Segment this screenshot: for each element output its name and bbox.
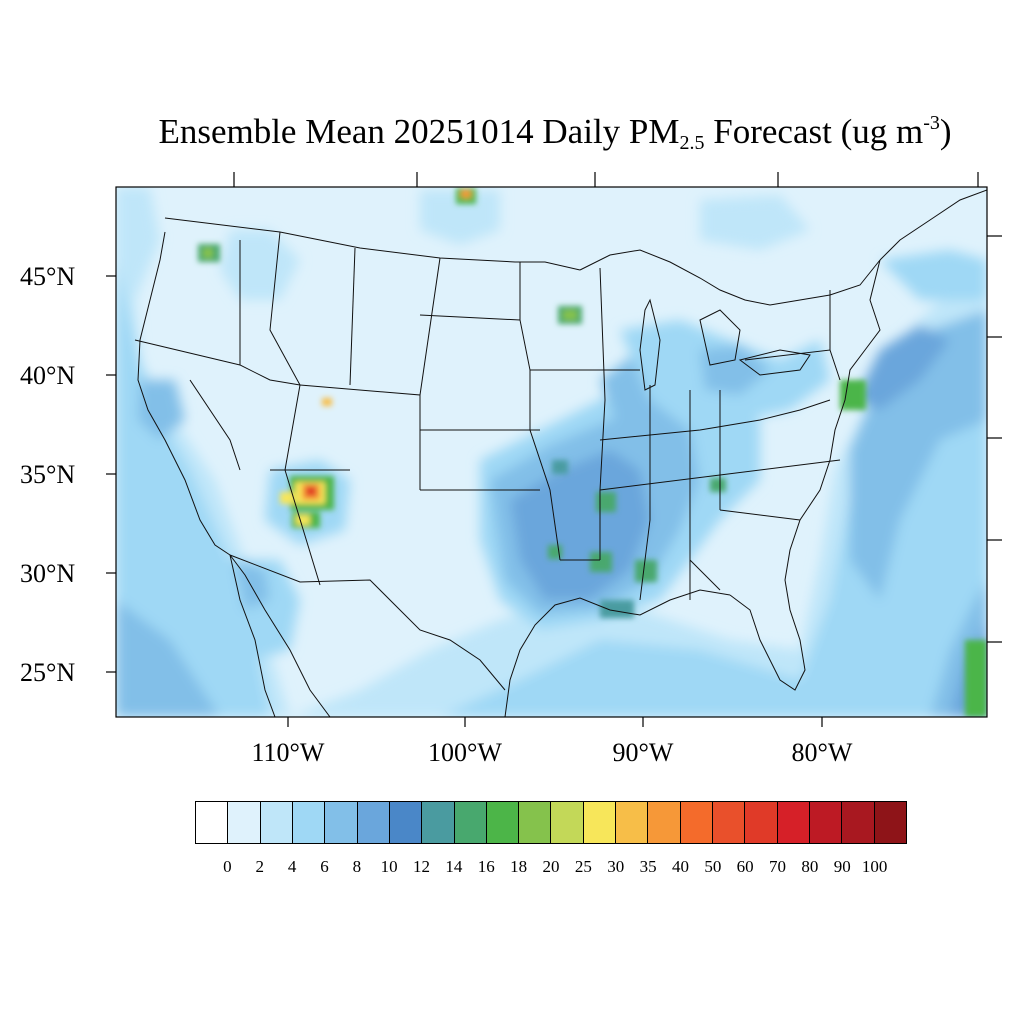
colorbar-tick-label: 4 — [287, 857, 297, 876]
colorbar-tick-label: 60 — [736, 857, 754, 876]
colorbar-tick-label: 25 — [574, 857, 592, 876]
lat-label-45: 45°N — [20, 262, 76, 291]
colorbar-tick-label: 100 — [861, 857, 888, 876]
lat-label-30: 30°N — [20, 559, 76, 588]
colorbar-swatch — [196, 802, 229, 843]
colorbar-swatch — [325, 802, 358, 843]
colorbar-swatch — [745, 802, 778, 843]
lon-label-90w: 90°W — [612, 738, 674, 767]
colorbar-swatch — [422, 802, 455, 843]
colorbar-tick-label: 70 — [769, 857, 787, 876]
concentration-field — [116, 187, 987, 717]
colorbar-swatch — [874, 802, 906, 843]
colorbar-swatch — [454, 802, 487, 843]
lat-label-35: 35°N — [20, 460, 76, 489]
colorbar — [195, 801, 907, 844]
colorbar-swatch — [583, 802, 617, 843]
colorbar-tick-label: 50 — [704, 857, 722, 876]
colorbar-tick-label: 0 — [223, 857, 232, 876]
colorbar-tick-label: 18 — [510, 857, 528, 876]
colorbar-swatch — [389, 802, 423, 843]
colorbar-swatch — [260, 802, 293, 843]
boundaries — [134, 189, 987, 717]
colorbar-tick-label: 90 — [833, 857, 851, 876]
lon-label-110w: 110°W — [251, 738, 325, 767]
map-title: Ensemble Mean 20251014 Daily PM2.5 Forec… — [158, 112, 952, 154]
colorbar-swatch — [357, 802, 390, 843]
colorbar-swatch — [486, 802, 520, 843]
colorbar-tick-label: 35 — [639, 857, 657, 876]
lon-label-80w: 80°W — [791, 738, 853, 767]
colorbar-tick-label: 16 — [477, 857, 495, 876]
colorbar-tick-label: 80 — [801, 857, 819, 876]
lat-label-40: 40°N — [20, 361, 76, 390]
lat-label-25: 25°N — [20, 658, 76, 687]
colorbar-swatch — [842, 802, 875, 843]
colorbar-swatch — [292, 802, 326, 843]
colorbar-tick-label: 40 — [671, 857, 689, 876]
colorbar-tick-label: 30 — [607, 857, 625, 876]
colorbar-tick-label: 6 — [320, 857, 329, 876]
colorbar-tick-label: 8 — [352, 857, 362, 876]
colorbar-swatch — [809, 802, 843, 843]
colorbar-swatch — [680, 802, 713, 843]
colorbar-tick-label: 14 — [445, 857, 463, 876]
colorbar-swatch — [777, 802, 810, 843]
colorbar-tick-label: 10 — [380, 857, 398, 876]
colorbar-swatch — [616, 802, 649, 843]
colorbar-swatch — [519, 802, 552, 843]
colorbar-swatch — [648, 802, 681, 843]
colorbar-tick-label: 2 — [255, 857, 264, 876]
colorbar-swatch — [551, 802, 584, 843]
colorbar-tick-label: 20 — [542, 857, 560, 876]
axis-ticks — [106, 172, 1002, 727]
colorbar-swatch — [713, 802, 746, 843]
colorbar-tick-label: 12 — [413, 857, 431, 876]
colorbar-swatch — [228, 802, 261, 843]
lon-label-100w: 100°W — [428, 738, 502, 767]
